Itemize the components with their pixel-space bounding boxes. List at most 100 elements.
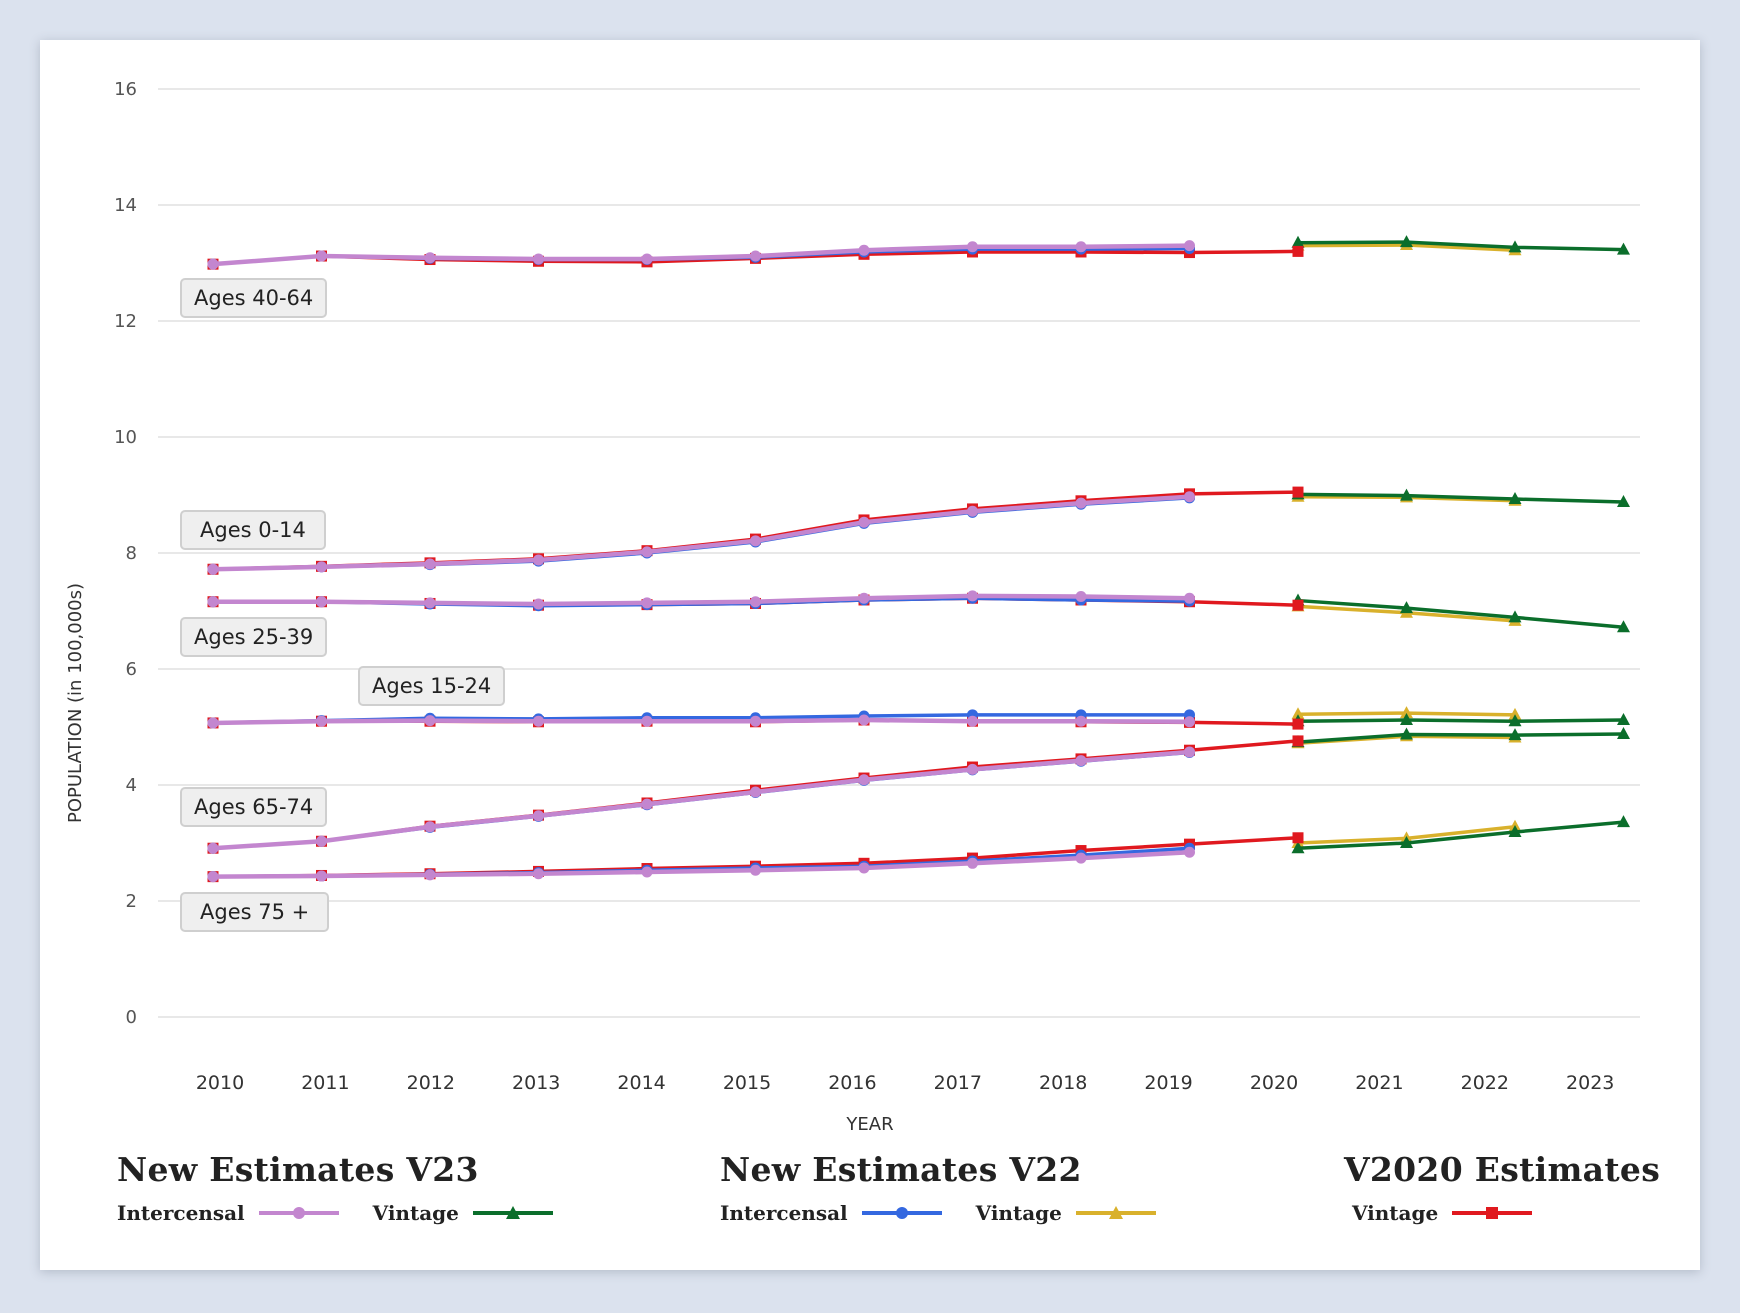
data-point-v22_vintage[interactable] xyxy=(1508,707,1522,720)
data-point-v23_intercensal[interactable] xyxy=(316,561,327,573)
data-point-v23_intercensal[interactable] xyxy=(750,786,761,798)
data-point-v2020_vintage[interactable] xyxy=(1292,245,1304,257)
data-point-v23_intercensal[interactable] xyxy=(424,558,436,570)
data-point-v23_intercensal[interactable] xyxy=(1075,852,1087,864)
data-point-v23_intercensal[interactable] xyxy=(967,715,978,727)
data-point-v23_intercensal[interactable] xyxy=(641,798,653,810)
data-point-v23_intercensal[interactable] xyxy=(858,516,870,528)
data-point-v23_intercensal[interactable] xyxy=(967,857,978,869)
data-point-v23_intercensal[interactable] xyxy=(967,763,978,775)
data-point-v23_vintage[interactable] xyxy=(1617,726,1630,739)
data-point-v23_vintage[interactable] xyxy=(1400,488,1413,501)
data-point-v23_intercensal[interactable] xyxy=(316,870,327,882)
data-point-v22_vintage[interactable] xyxy=(1400,706,1413,719)
data-point-v23_intercensal[interactable] xyxy=(424,821,436,833)
data-point-v23_intercensal[interactable] xyxy=(750,596,761,608)
data-point-v23_intercensal[interactable] xyxy=(858,592,870,604)
data-point-v23_intercensal[interactable] xyxy=(533,253,544,265)
data-point-v23_vintage[interactable] xyxy=(1617,494,1630,507)
data-point-v23_intercensal[interactable] xyxy=(207,563,219,575)
data-point-v23_intercensal[interactable] xyxy=(1075,755,1087,767)
data-point-v23_vintage[interactable] xyxy=(1617,620,1630,633)
data-point-v23_vintage[interactable] xyxy=(1291,235,1305,248)
data-point-v2020_vintage[interactable] xyxy=(1292,718,1304,730)
data-point-v23_intercensal[interactable] xyxy=(424,597,436,609)
data-point-v23_vintage[interactable] xyxy=(1508,492,1522,505)
data-point-v23_intercensal[interactable] xyxy=(424,715,436,727)
data-point-v22_vintage[interactable] xyxy=(1291,707,1305,720)
data-point-v23_intercensal[interactable] xyxy=(967,241,978,253)
x-tick-label: 2015 xyxy=(723,1072,771,1094)
data-point-v23_intercensal[interactable] xyxy=(641,597,653,609)
data-point-v23_intercensal[interactable] xyxy=(641,253,653,265)
data-point-v23_vintage[interactable] xyxy=(1400,713,1413,726)
data-point-v23_vintage[interactable] xyxy=(1508,240,1522,253)
data-point-v23_intercensal[interactable] xyxy=(967,505,978,517)
square-marker-icon xyxy=(1486,1207,1499,1219)
y-axis-ticks: 0 2 4 6 8 10 12 14 16 xyxy=(114,79,137,1028)
data-point-v23_vintage[interactable] xyxy=(1291,841,1305,854)
data-point-v23_intercensal[interactable] xyxy=(858,714,870,726)
data-point-v23_intercensal[interactable] xyxy=(533,554,544,566)
data-point-v23_intercensal[interactable] xyxy=(207,717,219,729)
data-point-v23_intercensal[interactable] xyxy=(858,244,870,256)
data-point-v23_intercensal[interactable] xyxy=(1075,497,1087,509)
data-point-v23_intercensal[interactable] xyxy=(1184,716,1195,728)
data-point-v23_intercensal[interactable] xyxy=(316,250,327,262)
data-point-v23_intercensal[interactable] xyxy=(1075,591,1087,602)
data-point-v23_intercensal[interactable] xyxy=(750,864,761,876)
data-point-v23_vintage[interactable] xyxy=(1508,728,1522,741)
data-point-v23_vintage[interactable] xyxy=(1508,714,1522,727)
data-point-v23_intercensal[interactable] xyxy=(1184,592,1195,604)
series-line-v22_intercensal xyxy=(212,496,1190,571)
y-tick-label: 4 xyxy=(126,775,137,796)
data-point-v23_vintage[interactable] xyxy=(1617,815,1630,828)
data-point-v23_intercensal[interactable] xyxy=(533,715,544,727)
data-point-v23_intercensal[interactable] xyxy=(533,598,544,610)
data-point-v23_vintage[interactable] xyxy=(1508,824,1522,837)
data-point-v23_vintage[interactable] xyxy=(1400,727,1413,740)
x-tick-label: 2022 xyxy=(1461,1072,1509,1094)
data-point-v23_intercensal[interactable] xyxy=(750,535,761,547)
data-point-v23_intercensal[interactable] xyxy=(858,862,870,874)
data-point-v23_vintage[interactable] xyxy=(1617,713,1630,726)
data-point-v23_intercensal[interactable] xyxy=(967,590,978,602)
data-point-v23_intercensal[interactable] xyxy=(750,250,761,262)
data-point-v23_intercensal[interactable] xyxy=(207,871,219,883)
data-point-v23_intercensal[interactable] xyxy=(207,842,219,854)
data-point-v23_intercensal[interactable] xyxy=(424,252,436,264)
data-point-v2020_vintage[interactable] xyxy=(1292,735,1304,747)
data-point-v23_intercensal[interactable] xyxy=(1075,715,1087,727)
circle-marker-icon xyxy=(895,1207,908,1219)
data-point-v23_intercensal[interactable] xyxy=(1184,846,1195,858)
data-point-v2020_vintage[interactable] xyxy=(1292,486,1304,498)
data-point-v23_intercensal[interactable] xyxy=(641,546,653,558)
data-point-v23_vintage[interactable] xyxy=(1617,242,1630,255)
data-point-v23_intercensal[interactable] xyxy=(424,869,436,881)
data-point-v23_intercensal[interactable] xyxy=(316,715,327,727)
y-axis-title: POPULATION (in 100,000s) xyxy=(65,583,86,823)
data-point-v23_intercensal[interactable] xyxy=(207,596,219,608)
data-point-v23_vintage[interactable] xyxy=(1400,601,1413,614)
data-point-v23_vintage[interactable] xyxy=(1400,235,1413,248)
data-point-v23_intercensal[interactable] xyxy=(533,868,544,880)
data-point-v23_vintage[interactable] xyxy=(1400,836,1413,848)
data-point-v23_intercensal[interactable] xyxy=(858,774,870,786)
data-point-v23_intercensal[interactable] xyxy=(1075,241,1087,253)
data-point-v23_vintage[interactable] xyxy=(1508,610,1522,623)
data-point-v23_intercensal[interactable] xyxy=(316,835,327,847)
x-tick-label: 2014 xyxy=(617,1072,665,1094)
data-point-v2020_vintage[interactable] xyxy=(1292,832,1304,844)
label-ages-0-14: Ages 0-14 xyxy=(180,510,326,550)
data-point-v23_intercensal[interactable] xyxy=(1184,240,1195,252)
data-point-v23_intercensal[interactable] xyxy=(316,596,327,608)
data-point-v23_intercensal[interactable] xyxy=(207,258,219,270)
data-point-v23_intercensal[interactable] xyxy=(641,866,653,878)
data-point-v2020_vintage[interactable] xyxy=(1292,599,1304,611)
data-point-v23_intercensal[interactable] xyxy=(1184,746,1195,758)
data-point-v23_intercensal[interactable] xyxy=(641,715,653,727)
data-point-v23_intercensal[interactable] xyxy=(750,715,761,727)
data-point-v23_intercensal[interactable] xyxy=(533,810,544,822)
data-point-v23_intercensal[interactable] xyxy=(1184,491,1195,503)
legend-v23-intercensal-label: Intercensal xyxy=(117,1201,245,1225)
